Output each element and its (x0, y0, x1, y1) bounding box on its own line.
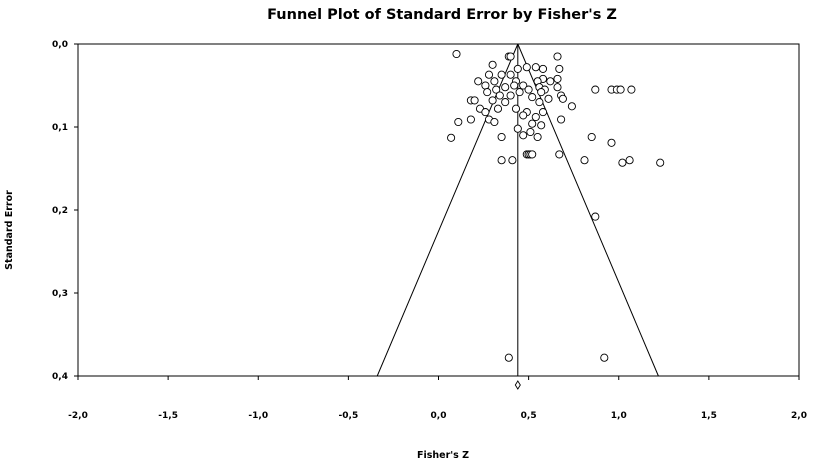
x-tick-label: -2,0 (68, 411, 88, 421)
study-point (600, 353, 609, 362)
study-point (522, 63, 531, 72)
study-point (538, 108, 548, 117)
study-point (497, 70, 506, 79)
study-point (481, 108, 490, 117)
x-axis-label: Fisher's Z (417, 450, 469, 461)
study-point (447, 133, 456, 142)
study-point (493, 104, 503, 113)
study-point (616, 85, 625, 94)
study-point (495, 91, 504, 100)
x-tick-label: 1,0 (611, 411, 627, 421)
study-point (618, 158, 627, 167)
study-point (537, 121, 546, 130)
study-point (553, 74, 562, 83)
study-point (544, 94, 553, 103)
study-point (511, 104, 521, 113)
y-axis: 0,0 0,1 0,2 0,3 0,4 (52, 40, 78, 382)
x-tick-label: 1,5 (701, 411, 717, 421)
study-point (627, 85, 636, 94)
x-tick-label: 2,0 (791, 411, 807, 421)
study-point (506, 52, 515, 61)
study-point (538, 64, 548, 73)
x-axis: -2,0 -1,5 -1,0 -0,5 0,0 0,5 1,0 1,5 2,0 (68, 376, 807, 421)
study-point (553, 83, 562, 92)
study-point (591, 212, 600, 221)
x-tick-label: -0,5 (339, 411, 359, 421)
study-point (488, 60, 497, 69)
study-point (506, 91, 515, 100)
y-tick-label: 0,0 (52, 40, 68, 50)
study-point (591, 85, 600, 94)
y-tick-label: 0,1 (52, 123, 68, 133)
study-point (470, 96, 479, 105)
study-point (501, 83, 510, 92)
study-point (490, 117, 499, 127)
study-point (466, 115, 475, 124)
study-point (488, 96, 497, 105)
study-point (587, 132, 596, 142)
study-point (474, 77, 483, 86)
study-point (535, 98, 544, 107)
study-point (567, 102, 576, 111)
study-point (580, 156, 589, 165)
study-point (555, 64, 564, 73)
study-point (557, 115, 566, 124)
x-tick-label: 0,0 (431, 411, 447, 421)
study-point (519, 111, 528, 120)
points-layer (447, 49, 665, 362)
funnel-layer (376, 43, 659, 390)
study-point (501, 98, 510, 107)
chart-title: Funnel Plot of Standard Error by Fisher'… (267, 7, 617, 23)
study-point (528, 150, 537, 159)
study-point (504, 353, 513, 362)
study-point (513, 124, 522, 133)
study-point (519, 131, 528, 140)
study-point (513, 64, 522, 73)
study-point (497, 132, 506, 142)
x-tick-label: -1,5 (158, 411, 178, 421)
study-point (452, 49, 461, 59)
study-point (555, 150, 564, 159)
study-point (490, 77, 499, 86)
study-point (528, 119, 537, 128)
study-point (553, 52, 562, 61)
study-point (528, 93, 537, 102)
study-point (607, 138, 616, 147)
study-point (510, 81, 519, 90)
y-axis-label: Standard Error (4, 190, 15, 270)
study-point (524, 85, 533, 94)
study-point (508, 156, 517, 165)
study-point (546, 77, 555, 86)
x-tick-label: -1,0 (248, 411, 268, 421)
study-point (519, 81, 528, 90)
study-point (558, 94, 567, 103)
study-point (531, 63, 540, 72)
study-point (506, 70, 515, 79)
study-point (515, 88, 524, 97)
plot-area-frame (77, 43, 800, 377)
study-point (483, 88, 492, 97)
study-point (481, 81, 490, 90)
study-point (526, 127, 535, 137)
study-point (531, 112, 540, 122)
study-point (484, 70, 494, 79)
study-point (492, 85, 501, 94)
study-point (454, 117, 463, 127)
y-tick-label: 0,4 (52, 372, 68, 382)
study-point (625, 156, 634, 165)
study-point (656, 158, 665, 167)
study-point (537, 88, 546, 97)
combined-effect-diamond (514, 380, 521, 390)
y-tick-label: 0,2 (52, 206, 68, 216)
study-point (533, 132, 542, 142)
x-tick-label: 0,5 (521, 411, 537, 421)
y-tick-label: 0,3 (52, 289, 68, 299)
study-point (497, 156, 506, 165)
